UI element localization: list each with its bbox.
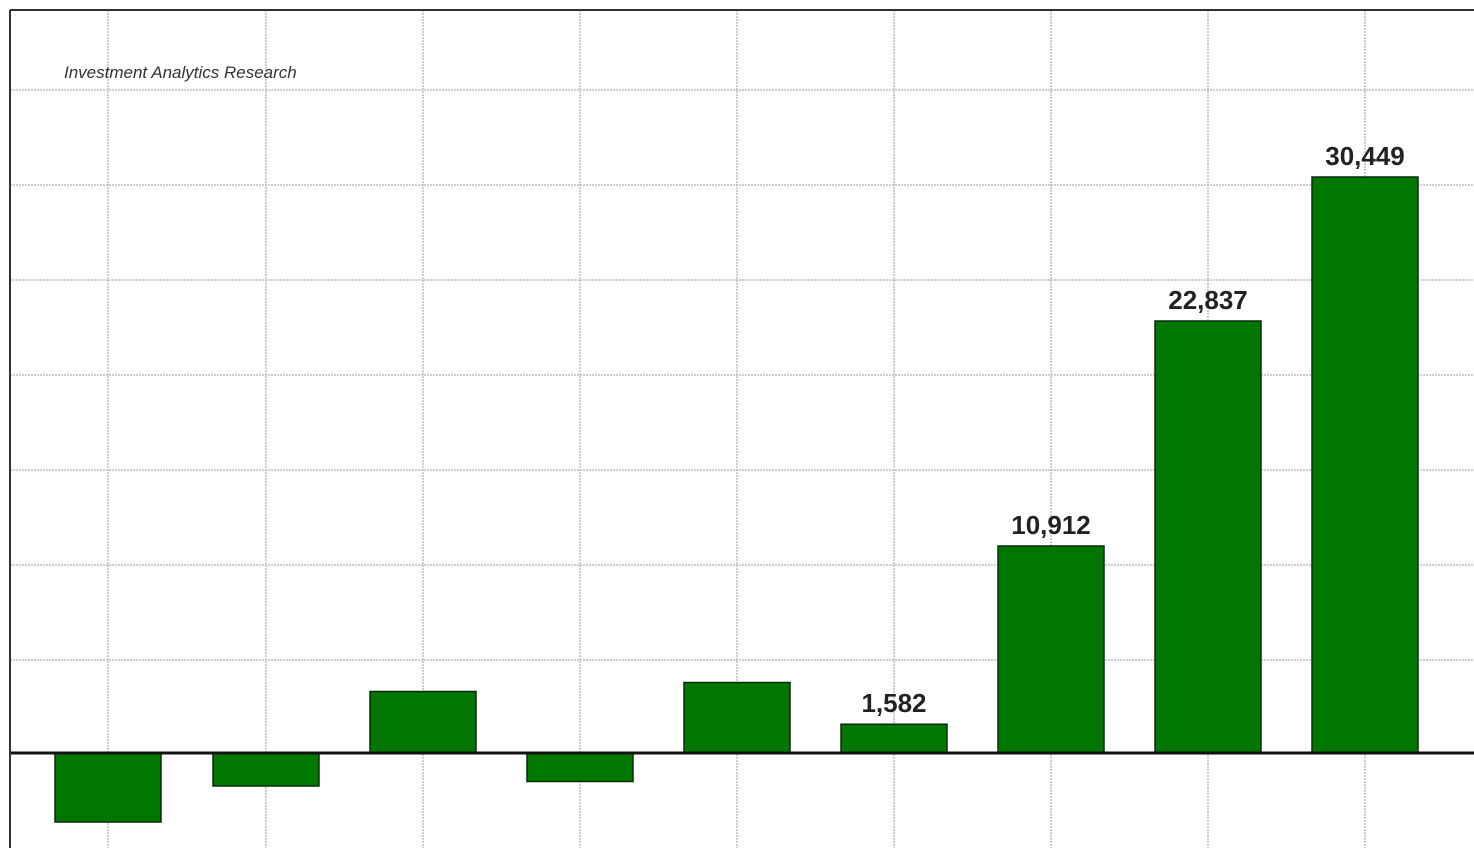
bar bbox=[997, 545, 1105, 754]
bar bbox=[1311, 176, 1419, 754]
data-labels: 1,582 10,912 22,837 30,449 bbox=[861, 141, 1404, 718]
bar-value-label: 30,449 bbox=[1325, 141, 1405, 171]
bar bbox=[683, 681, 791, 754]
bar bbox=[840, 723, 948, 754]
source-annotation: Investment Analytics Research bbox=[64, 63, 297, 82]
bar-value-label: 22,837 bbox=[1168, 285, 1248, 315]
bar bbox=[212, 752, 320, 787]
bars bbox=[54, 176, 1419, 823]
bar bbox=[54, 752, 162, 823]
bar bbox=[1154, 320, 1262, 754]
bar-value-label: 1,582 bbox=[861, 688, 926, 718]
bar bbox=[526, 752, 634, 783]
bar-value-label: 10,912 bbox=[1011, 510, 1091, 540]
bar bbox=[369, 690, 477, 754]
